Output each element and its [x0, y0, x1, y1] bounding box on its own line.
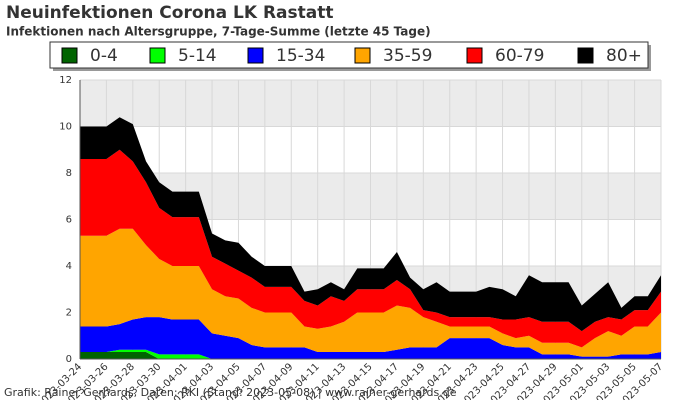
legend-swatch [466, 47, 483, 64]
area [80, 149, 661, 348]
y-tick-label: 4 [66, 261, 72, 272]
y-tick-label: 6 [66, 215, 72, 226]
legend-label: 0-4 [90, 46, 118, 66]
area [80, 317, 661, 359]
legend-swatch [577, 47, 594, 64]
y-tick-label: 8 [66, 168, 72, 179]
legend-swatch [149, 47, 166, 64]
legend-label: 80+ [606, 46, 642, 66]
y-tick-label: 0 [66, 354, 72, 365]
legend-label: 35-59 [383, 46, 432, 66]
legend-swatch [354, 47, 371, 64]
legend-swatch [247, 47, 264, 64]
legend-swatch [61, 47, 78, 64]
area [80, 117, 661, 332]
legend-label: 15-34 [276, 46, 325, 66]
legend-label: 60-79 [495, 46, 544, 66]
legend-box [49, 41, 649, 69]
footer: Grafik: Rainer Gerhards, Daten: RKI (Sta… [4, 386, 457, 399]
area [80, 352, 661, 359]
y-tick-label: 10 [59, 122, 72, 133]
chart-title: Neuinfektionen Corona LK Rastatt [6, 3, 333, 23]
y-tick-label: 12 [59, 75, 72, 86]
chart-subtitle: Infektionen nach Altersgruppe, 7-Tage-Su… [6, 25, 431, 39]
legend-label: 5-14 [178, 46, 217, 66]
area [80, 228, 661, 357]
y-tick-label: 2 [66, 308, 72, 319]
